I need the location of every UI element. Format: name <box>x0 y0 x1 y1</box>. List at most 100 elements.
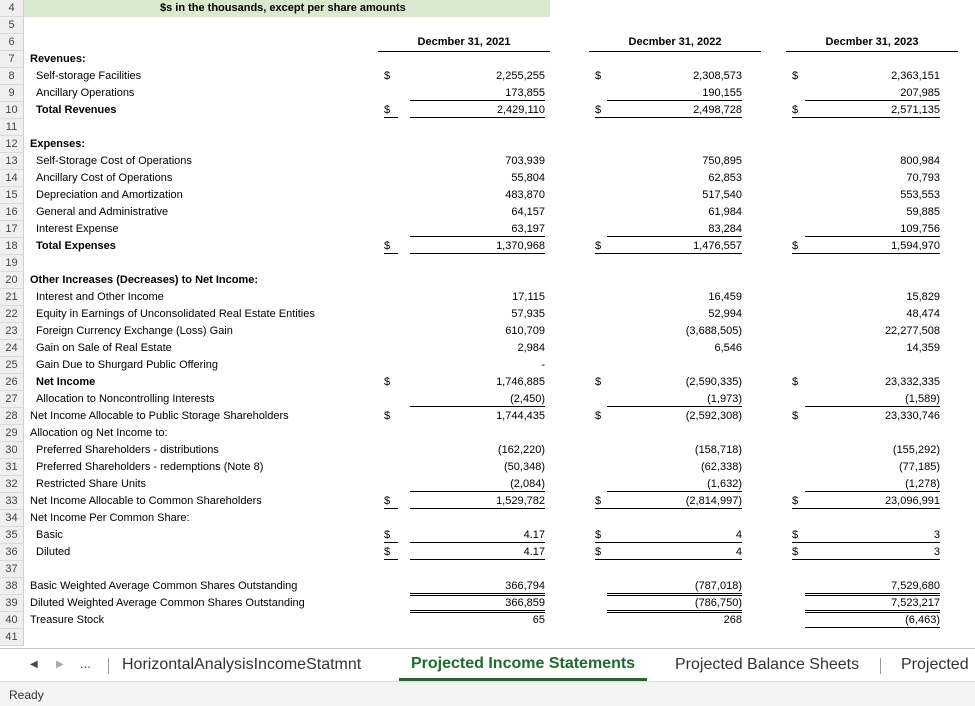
row-header[interactable]: 34 <box>0 510 24 527</box>
row-label[interactable]: Foreign Currency Exchange (Loss) Gain <box>36 325 233 337</box>
cell-value[interactable]: 3 <box>805 544 940 560</box>
row-header[interactable]: 14 <box>0 170 24 187</box>
row-label[interactable]: Basic <box>36 529 63 541</box>
row-header[interactable]: 18 <box>0 238 24 255</box>
row-label[interactable]: Interest Expense <box>36 223 119 235</box>
row-header[interactable]: 16 <box>0 204 24 221</box>
row-header[interactable]: 5 <box>0 17 24 34</box>
cell-value[interactable]: 17,115 <box>512 291 545 303</box>
cell-value[interactable]: (786,750) <box>607 595 742 613</box>
row-label[interactable]: Diluted <box>36 546 71 558</box>
cell-value[interactable]: 14,359 <box>906 342 940 354</box>
cell-value[interactable]: 4 <box>607 544 742 560</box>
cell-value[interactable]: 55,804 <box>511 172 545 184</box>
cell-value[interactable]: 16,459 <box>708 291 742 303</box>
cell-value[interactable]: 64,157 <box>511 206 545 218</box>
cell-value[interactable]: 1,746,885 <box>496 376 545 388</box>
cell-value[interactable]: 65 <box>532 614 545 626</box>
row-header[interactable]: 35 <box>0 527 24 544</box>
cell-value[interactable]: (2,592,308) <box>685 410 742 422</box>
cell-value[interactable]: 517,540 <box>702 189 742 201</box>
cell-value[interactable]: - <box>541 359 545 371</box>
row-header[interactable]: 38 <box>0 578 24 595</box>
cell-value[interactable]: 52,994 <box>708 308 742 320</box>
cell-value[interactable]: (50,348) <box>504 461 545 473</box>
cell-value[interactable]: (6,463) <box>805 612 940 628</box>
cell-value[interactable]: (77,185) <box>899 461 940 473</box>
cell-value[interactable]: (1,973) <box>607 391 742 407</box>
row-header[interactable]: 36 <box>0 544 24 561</box>
cell-value[interactable]: 23,332,335 <box>884 376 940 388</box>
row-header[interactable]: 26 <box>0 374 24 391</box>
row-label[interactable]: Other Increases (Decreases) to Net Incom… <box>30 274 259 286</box>
row-header[interactable]: 40 <box>0 612 24 629</box>
cell-value[interactable]: 15,829 <box>906 291 940 303</box>
worksheet-grid[interactable]: $s in the thousands, except per share am… <box>0 0 975 648</box>
row-label[interactable]: Ancillary Operations <box>36 87 135 99</box>
row-label[interactable]: Self-Storage Cost of Operations <box>36 155 192 167</box>
row-header[interactable]: 23 <box>0 323 24 340</box>
cell-value[interactable]: 4 <box>607 527 742 543</box>
row-header[interactable]: 28 <box>0 408 24 425</box>
cell-value[interactable]: 750,895 <box>702 155 742 167</box>
row-header[interactable]: 15 <box>0 187 24 204</box>
cell-value[interactable]: 62,853 <box>708 172 742 184</box>
cell-value[interactable]: 207,985 <box>805 85 940 101</box>
row-header[interactable]: 37 <box>0 561 24 578</box>
row-header[interactable]: 32 <box>0 476 24 493</box>
row-header[interactable]: 9 <box>0 85 24 102</box>
cell-value[interactable]: 1,744,435 <box>496 410 545 422</box>
row-label[interactable]: Gain Due to Shurgard Public Offering <box>36 359 219 371</box>
row-header[interactable]: 20 <box>0 272 24 289</box>
cell-value[interactable]: 366,794 <box>410 578 545 596</box>
tab-horizontal-analysis[interactable]: HorizontalAnalysisIncomeStatmnt <box>122 656 362 673</box>
row-header[interactable]: 11 <box>0 119 24 136</box>
cell-value[interactable]: (3,688,505) <box>685 325 742 337</box>
cell-value[interactable]: 268 <box>723 614 742 626</box>
cell-value[interactable]: 2,984 <box>517 342 545 354</box>
row-label[interactable]: Preferred Shareholders - distributions <box>36 444 219 456</box>
scroll-right-icon[interactable]: ▶ <box>56 659 64 670</box>
row-label[interactable]: General and Administrative <box>36 206 169 218</box>
cell-value[interactable]: 366,859 <box>410 595 545 613</box>
cell-value[interactable]: 7,529,680 <box>805 578 940 596</box>
row-header[interactable]: 30 <box>0 442 24 459</box>
cell-value[interactable]: 2,363,151 <box>891 70 940 82</box>
cell-value[interactable]: 48,474 <box>906 308 940 320</box>
row-label[interactable]: Net Income Allocable to Common Sharehold… <box>30 495 262 507</box>
tab-projected[interactable]: Projected <box>901 656 969 673</box>
row-header[interactable]: 17 <box>0 221 24 238</box>
row-header[interactable]: 27 <box>0 391 24 408</box>
row-label[interactable]: Total Expenses <box>36 240 116 252</box>
units-banner[interactable]: $s in the thousands, except per share am… <box>24 0 550 17</box>
row-label[interactable]: Net Income Allocable to Public Storage S… <box>30 410 289 422</box>
row-header[interactable]: 33 <box>0 493 24 510</box>
cell-value[interactable]: (155,292) <box>892 444 940 456</box>
row-label[interactable]: Diluted Weighted Average Common Shares O… <box>30 597 305 609</box>
row-header[interactable]: 25 <box>0 357 24 374</box>
row-header[interactable]: 39 <box>0 595 24 612</box>
cell-value[interactable]: (2,450) <box>410 391 545 407</box>
cell-value[interactable]: 109,756 <box>805 221 940 237</box>
cell-value[interactable]: (158,718) <box>694 444 742 456</box>
tab-projected-income-statements[interactable]: Projected Income Statements <box>399 649 648 681</box>
cell-value[interactable]: 1,476,557 <box>607 238 742 254</box>
cell-value[interactable]: (62,338) <box>701 461 742 473</box>
row-label[interactable]: Total Revenues <box>36 104 117 116</box>
row-label[interactable]: Equity in Earnings of Unconsolidated Rea… <box>36 308 315 320</box>
cell-value[interactable]: (2,590,335) <box>685 376 742 388</box>
cell-value[interactable]: 83,284 <box>607 221 742 237</box>
row-header[interactable]: 12 <box>0 136 24 153</box>
cell-value[interactable]: (1,589) <box>805 391 940 407</box>
cell-value[interactable]: (1,632) <box>607 476 742 492</box>
cell-value[interactable]: 63,197 <box>410 221 545 237</box>
row-header[interactable]: 31 <box>0 459 24 476</box>
row-header[interactable]: 10 <box>0 102 24 119</box>
cell-value[interactable]: (1,278) <box>805 476 940 492</box>
cell-value[interactable]: 2,255,255 <box>496 70 545 82</box>
scroll-left-icon[interactable]: ◀ <box>30 659 38 670</box>
cell-value[interactable]: 57,935 <box>511 308 545 320</box>
cell-value[interactable]: (2,084) <box>410 476 545 492</box>
column-header[interactable]: Decmber 31, 2022 <box>589 34 761 52</box>
row-label[interactable]: Treasure Stock <box>30 614 105 626</box>
